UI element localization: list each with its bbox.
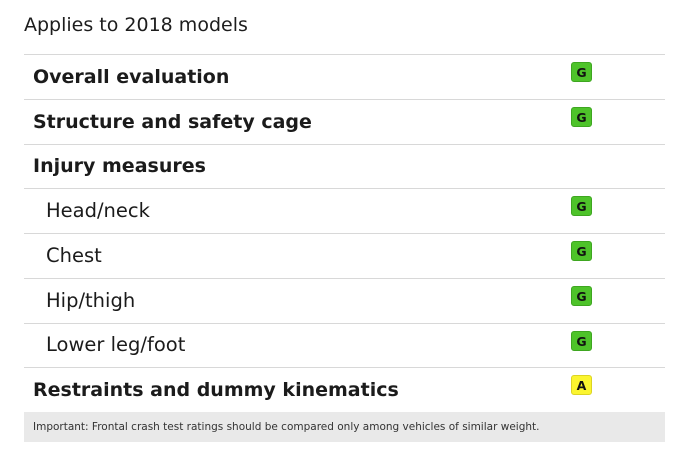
- rating-badge-good: G: [571, 196, 592, 217]
- page-title: Applies to 2018 models: [24, 14, 248, 36]
- rating-label: Head/neck: [46, 199, 150, 223]
- footnote-box: Important: Frontal crash test ratings sh…: [24, 412, 665, 442]
- rating-badge-good: G: [571, 330, 592, 351]
- footnote-text: Important: Frontal crash test ratings sh…: [33, 421, 540, 433]
- rating-label: Structure and safety cage: [33, 110, 312, 133]
- rating-label: Restraints and dummy kinematics: [33, 379, 399, 402]
- section-label: Injury measures: [33, 155, 206, 178]
- rating-row-chest: Chest G: [24, 234, 665, 279]
- rating-badge-acceptable: A: [571, 375, 592, 396]
- rating-row-lower-leg-foot: Lower leg/foot G: [24, 324, 665, 369]
- rating-badge-good: G: [571, 241, 592, 261]
- rating-badge-good: G: [571, 106, 592, 127]
- rating-row-restraints-dummy-kinematics: Restraints and dummy kinematics A: [24, 368, 665, 413]
- rating-label: Hip/thigh: [46, 288, 136, 312]
- rating-label: Lower leg/foot: [46, 333, 186, 357]
- rating-row-hip-thigh: Hip/thigh G: [24, 279, 665, 324]
- rating-row-injury-measures: Injury measures: [24, 145, 665, 190]
- ratings-table: Overall evaluation G Structure and safet…: [24, 54, 665, 413]
- rating-label: Overall evaluation: [33, 65, 230, 88]
- rating-badge-good: G: [571, 62, 592, 82]
- rating-row-head-neck: Head/neck G: [24, 189, 665, 234]
- rating-badge-good: G: [571, 285, 592, 306]
- rating-row-overall-evaluation: Overall evaluation G: [24, 55, 665, 100]
- rating-label: Chest: [46, 243, 102, 267]
- rating-row-structure-safety-cage: Structure and safety cage G: [24, 100, 665, 145]
